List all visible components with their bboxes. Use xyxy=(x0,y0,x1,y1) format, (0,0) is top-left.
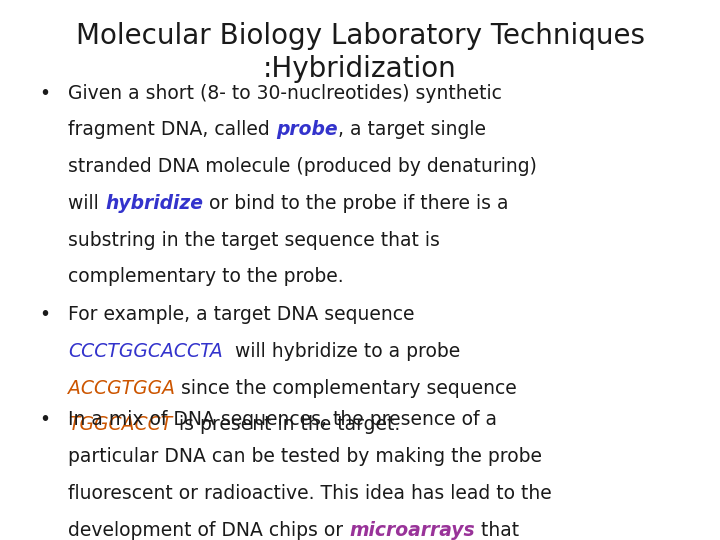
Text: that: that xyxy=(475,521,519,539)
Text: For example, a target DNA sequence: For example, a target DNA sequence xyxy=(68,305,415,324)
Text: stranded DNA molecule (produced by denaturing): stranded DNA molecule (produced by denat… xyxy=(68,157,537,176)
Text: complementary to the probe.: complementary to the probe. xyxy=(68,267,344,286)
Text: substring in the target sequence that is: substring in the target sequence that is xyxy=(68,231,440,249)
Text: microarrays: microarrays xyxy=(349,521,475,539)
Text: will: will xyxy=(68,194,105,213)
Text: since the complementary sequence: since the complementary sequence xyxy=(176,379,517,397)
Text: fragment DNA, called: fragment DNA, called xyxy=(68,120,276,139)
Text: TGGCACCT: TGGCACCT xyxy=(68,415,173,434)
Text: ACCGTGGA: ACCGTGGA xyxy=(68,379,176,397)
Text: •: • xyxy=(40,410,50,429)
Text: hybridize: hybridize xyxy=(105,194,203,213)
Text: is present in the target.: is present in the target. xyxy=(173,415,400,434)
Text: will hybridize to a probe: will hybridize to a probe xyxy=(223,342,460,361)
Text: fluorescent or radioactive. This idea has lead to the: fluorescent or radioactive. This idea ha… xyxy=(68,484,552,503)
Text: , a target single: , a target single xyxy=(338,120,486,139)
Text: In a mix of DNA sequences, the presence of a: In a mix of DNA sequences, the presence … xyxy=(68,410,498,429)
Text: •: • xyxy=(40,84,50,103)
Text: •: • xyxy=(40,305,50,324)
Text: CCCTGGCACCTA: CCCTGGCACCTA xyxy=(68,342,223,361)
Text: or bind to the probe if there is a: or bind to the probe if there is a xyxy=(203,194,508,213)
Text: particular DNA can be tested by making the probe: particular DNA can be tested by making t… xyxy=(68,447,542,466)
Text: development of DNA chips or: development of DNA chips or xyxy=(68,521,349,539)
Text: Given a short (8- to 30-nuclreotides) synthetic: Given a short (8- to 30-nuclreotides) sy… xyxy=(68,84,503,103)
Text: Molecular Biology Laboratory Techniques
:Hybridization: Molecular Biology Laboratory Techniques … xyxy=(76,22,644,83)
Text: probe: probe xyxy=(276,120,338,139)
